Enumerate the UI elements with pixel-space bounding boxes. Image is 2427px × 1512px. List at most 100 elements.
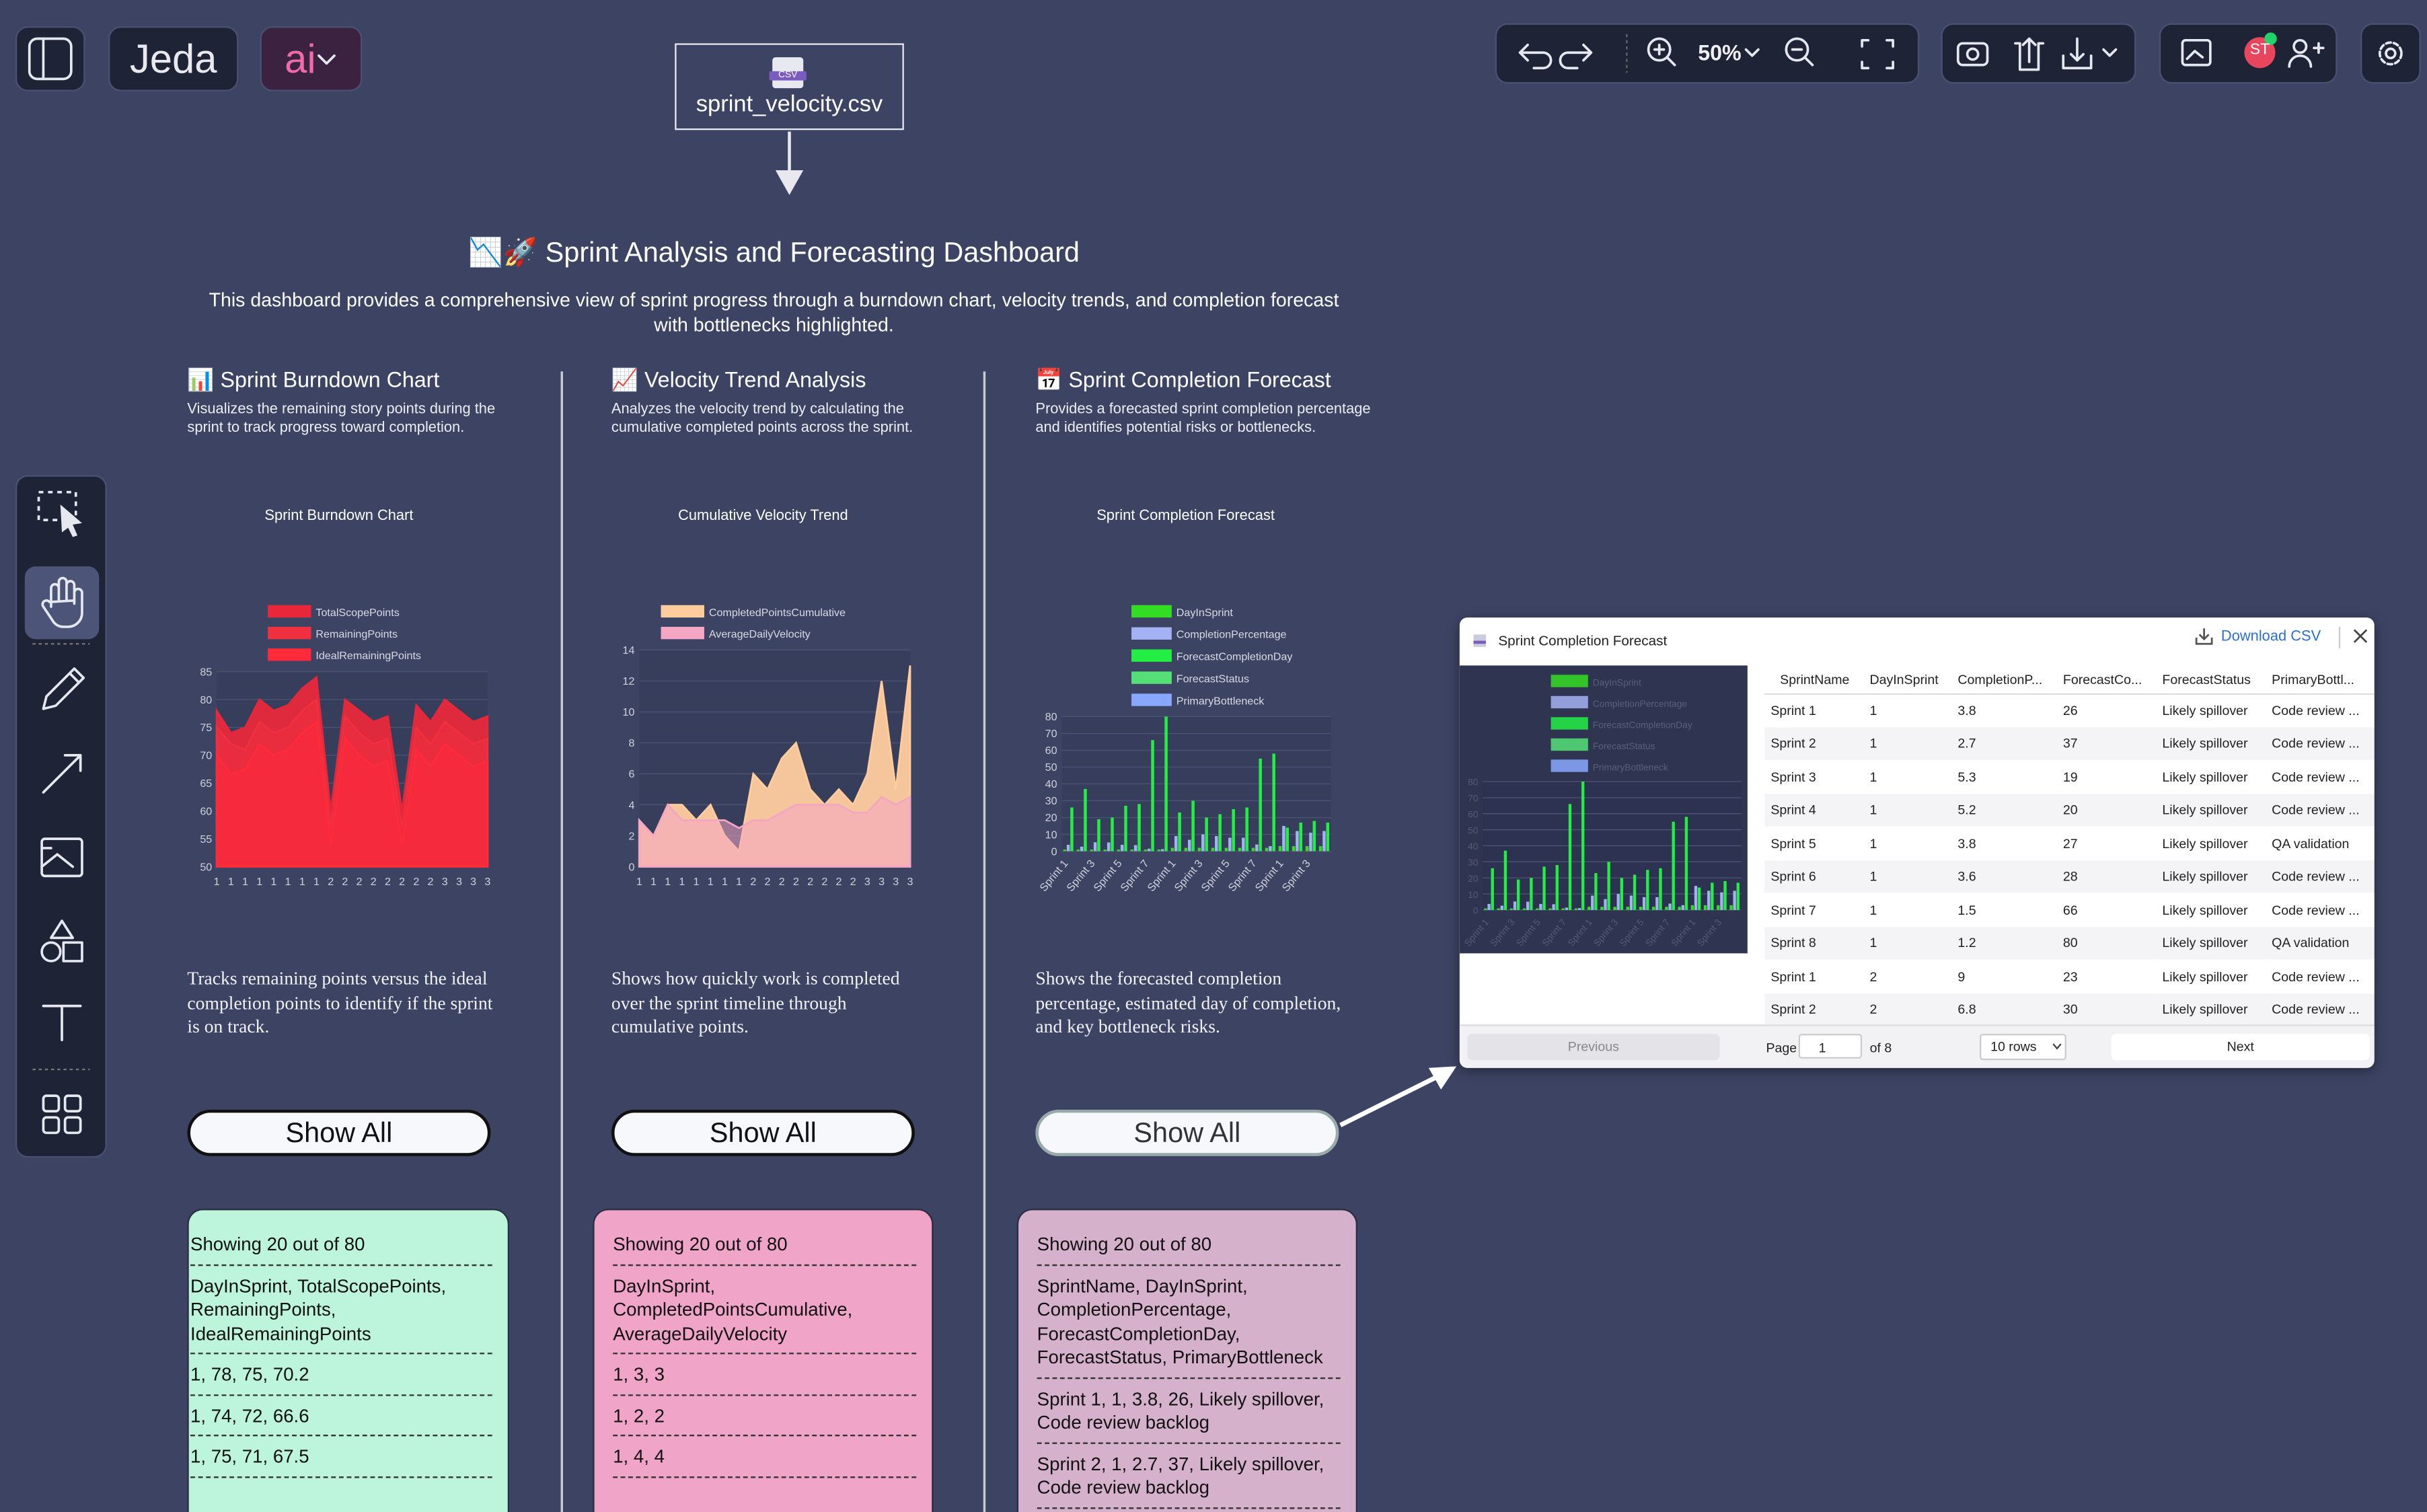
bar: [1164, 716, 1168, 852]
card-line: 1, 74, 72, 66.6: [190, 1400, 492, 1437]
table-cell: Sprint 4: [1770, 802, 1816, 818]
bar: [1681, 905, 1684, 910]
page-input[interactable]: 1: [1798, 1034, 1863, 1059]
table-cell: QA validation: [2272, 835, 2350, 851]
x-tick-label: 2: [328, 876, 334, 888]
select-tool[interactable]: [60, 504, 82, 537]
sidebar-toggle[interactable]: [15, 26, 85, 91]
x-tick-label: 2: [821, 876, 827, 888]
shape-tool[interactable]: [50, 919, 74, 940]
bar: [1107, 842, 1111, 852]
x-tick-label: Sprint 1: [1037, 858, 1070, 894]
bar: [1484, 908, 1487, 910]
table-cell: 1.5: [1957, 901, 1976, 917]
next-button[interactable]: Next: [2111, 1034, 2370, 1061]
bar: [1305, 846, 1309, 852]
legend-label: IdealRemainingPoints: [315, 650, 421, 662]
download-csv[interactable]: Download CSV: [2220, 628, 2321, 646]
x-tick-label: 3: [864, 876, 870, 888]
y-tick-label: 30: [1045, 795, 1057, 807]
dashboard-description: This dashboard provides a comprehensive …: [209, 289, 1339, 336]
bar: [1491, 868, 1494, 910]
redo[interactable]: [1559, 43, 1593, 70]
add-user[interactable]: [2288, 42, 2325, 68]
x-tick-label: Sprint 7: [1643, 917, 1672, 948]
image-tool[interactable]: [40, 837, 83, 878]
grid-tool[interactable]: [42, 1094, 61, 1112]
x-tick-label: 1: [636, 876, 642, 888]
table-row: Sprint 7 1 1.5 66 Likely spillover Code revie…: [1764, 893, 2375, 927]
table-cell: 1: [1869, 901, 1877, 917]
upload[interactable]: [2014, 37, 2045, 71]
chart-thumbnail: DayInSprint CompletionPercentage ForecastC…: [1459, 665, 1748, 954]
bar: [1513, 901, 1517, 910]
bar: [1729, 905, 1733, 910]
bar: [1487, 903, 1491, 910]
arrow-tool[interactable]: [42, 754, 82, 794]
show-all-button[interactable]: Show All: [1035, 1109, 1339, 1156]
bar: [1184, 847, 1188, 852]
bar: [1522, 908, 1526, 910]
show-all-button[interactable]: Show All: [187, 1109, 491, 1156]
bar: [1616, 894, 1620, 910]
x-tick-label: Sprint 7: [1540, 917, 1568, 948]
show-all-button[interactable]: Show All: [611, 1109, 915, 1156]
rows-select[interactable]: 10 rows: [1979, 1034, 2066, 1061]
present[interactable]: [2181, 38, 2212, 67]
y-tick-label: 80: [1468, 778, 1479, 788]
x-tick-label: Sprint 3: [1592, 917, 1620, 948]
settings-button[interactable]: [2360, 23, 2421, 84]
bar: [1555, 865, 1559, 910]
legend-label: CompletionPercentage: [1593, 699, 1688, 709]
download[interactable]: [2062, 37, 2093, 70]
table-cell: Sprint 3: [1770, 769, 1816, 785]
bar: [1245, 807, 1248, 852]
table-cell: Sprint 1: [1770, 968, 1816, 984]
undo[interactable]: [1518, 43, 1553, 70]
bar: [1542, 866, 1546, 910]
hand-tool[interactable]: [41, 576, 83, 628]
avatar[interactable]: ST: [2249, 42, 2270, 59]
camera[interactable]: [1956, 42, 1989, 67]
table-row: Sprint 4 1 5.2 20 Likely spillover Code revie…: [1764, 793, 2375, 827]
ai-button[interactable]: ai: [260, 26, 363, 91]
table-cell: 5.2: [1957, 802, 1976, 818]
previous-button[interactable]: Previous: [1467, 1034, 1720, 1061]
bar: [1090, 849, 1094, 852]
bar: [1707, 891, 1711, 910]
bar: [1568, 804, 1572, 910]
page-count: of 8: [1869, 1040, 1892, 1056]
column-header: ForecastCo...: [2062, 671, 2142, 687]
zoom-level[interactable]: 50%: [1698, 40, 1742, 65]
zoom-out[interactable]: [1791, 48, 1814, 67]
bar: [1238, 847, 1242, 852]
column-header: DayInSprint: [1869, 671, 1939, 687]
table-cell: 1: [1869, 868, 1877, 884]
ai-label: ai: [285, 34, 316, 81]
column-header: ForecastStatus: [2162, 671, 2251, 687]
y-tick-label: 0: [1473, 906, 1479, 916]
y-tick-label: 14: [623, 644, 635, 656]
fit[interactable]: [1861, 38, 1894, 70]
x-tick-label: 3: [879, 876, 885, 888]
table-cell: Sprint 8: [1770, 935, 1816, 951]
table-row: Sprint 6 1 3.6 28 Likely spillover Code revie…: [1764, 860, 2375, 893]
bar: [1574, 908, 1578, 910]
file-node[interactable]: CSV sprint_velocity.csv: [675, 43, 904, 130]
x-tick-label: Sprint 1: [1566, 917, 1594, 948]
export-icons: [1956, 37, 2118, 71]
close-button[interactable]: [2353, 628, 2368, 644]
y-tick-label: 60: [1045, 745, 1057, 757]
text-tool[interactable]: [42, 1004, 82, 1042]
y-tick-label: 6: [628, 768, 634, 780]
zoom-in[interactable]: [1653, 43, 1676, 67]
legend-swatch: [1131, 671, 1172, 684]
brand-button[interactable]: Jeda: [108, 26, 239, 91]
x-tick-label: Sprint 5: [1199, 858, 1232, 894]
pen-tool[interactable]: [42, 667, 85, 710]
tool-palette: [15, 475, 107, 1158]
card-line: SprintName, DayInSprint, CompletionPerce…: [1037, 1270, 1341, 1379]
table-cell: QA validation: [2272, 935, 2350, 951]
panel-description: Provides a forecasted sprint completion …: [1035, 400, 1371, 437]
